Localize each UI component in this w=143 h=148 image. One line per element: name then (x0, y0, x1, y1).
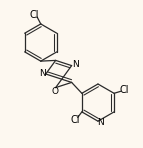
Text: Cl: Cl (119, 85, 129, 95)
Text: N: N (39, 69, 46, 78)
Text: Cl: Cl (70, 115, 80, 125)
Text: Cl: Cl (29, 9, 39, 20)
Text: O: O (51, 87, 58, 96)
Text: N: N (97, 118, 104, 127)
Text: N: N (72, 60, 79, 69)
